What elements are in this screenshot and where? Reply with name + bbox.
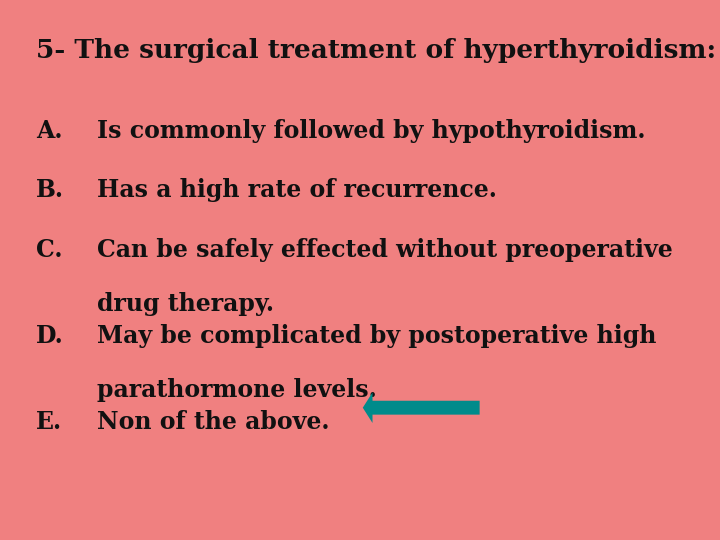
Text: D.: D. [36, 324, 64, 348]
Text: 5- The surgical treatment of hyperthyroidism:: 5- The surgical treatment of hyperthyroi… [36, 38, 716, 63]
Text: May be complicated by postoperative high: May be complicated by postoperative high [97, 324, 657, 348]
Text: Is commonly followed by hypothyroidism.: Is commonly followed by hypothyroidism. [97, 119, 646, 143]
Text: C.: C. [36, 238, 63, 261]
Text: Has a high rate of recurrence.: Has a high rate of recurrence. [97, 178, 497, 202]
Text: Can be safely effected without preoperative: Can be safely effected without preoperat… [97, 238, 673, 261]
Text: parathormone levels.: parathormone levels. [97, 378, 377, 402]
Text: B.: B. [36, 178, 64, 202]
Text: E.: E. [36, 410, 62, 434]
Text: drug therapy.: drug therapy. [97, 292, 274, 315]
Text: A.: A. [36, 119, 63, 143]
Text: Non of the above.: Non of the above. [97, 410, 330, 434]
